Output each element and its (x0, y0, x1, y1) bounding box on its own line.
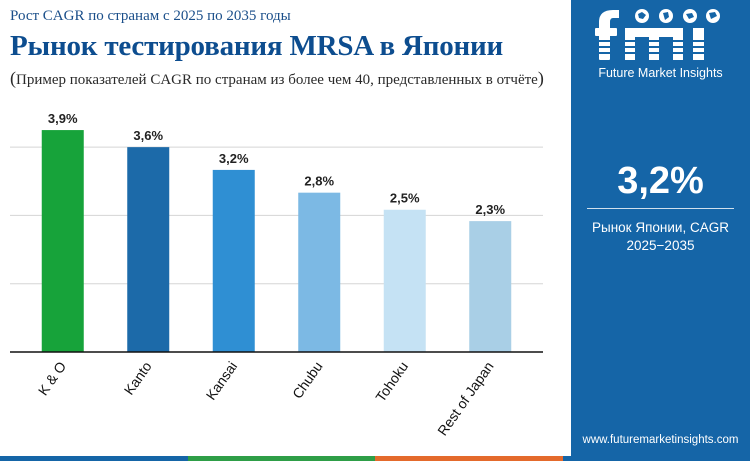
bar-1 (41, 130, 84, 352)
bar-2 (127, 147, 170, 352)
note-close-paren: ) (537, 68, 544, 88)
bottom-color-strip (0, 456, 750, 461)
strip-segment (0, 456, 188, 461)
fmi-logo (595, 9, 720, 60)
note-text: Пример показателей CAGR по странам из бо… (16, 72, 538, 88)
cagr-value: 3,2% (617, 160, 704, 202)
cagr-label: Рынок Японии, CAGR (592, 220, 729, 235)
bar-6 (469, 221, 512, 352)
bar-5 (383, 209, 426, 352)
cagr-period: 2025−2035 (626, 238, 695, 253)
chart-note: (Пример показателей CAGR по странам из б… (10, 68, 544, 89)
data-label: 3,9% (48, 111, 78, 126)
chart-title: Рынок тестирования MRSA в Японии (10, 30, 504, 62)
data-label: 3,2% (219, 151, 249, 166)
data-label: 2,8% (304, 174, 334, 189)
website-link[interactable]: www.futuremarketinsights.com (582, 434, 739, 446)
x-tick-label: Rest of Japan (434, 359, 497, 439)
x-tick-label: Kanto (121, 358, 155, 397)
x-tick-label: Kansai (203, 359, 241, 403)
strip-segment (562, 456, 750, 461)
x-tick-label: Chubu (289, 359, 326, 402)
divider (587, 208, 734, 209)
bar-4 (298, 192, 341, 352)
strip-segment (187, 456, 375, 461)
sidebar-panel: Future Market Insights 3,2% Рынок Японии… (571, 0, 750, 461)
brand-name: Future Market Insights (598, 66, 723, 80)
x-tick-label: Tohoku (372, 359, 411, 405)
x-tick-label: K & O (35, 358, 70, 398)
bar-chart: 3,9% K & O 3,6% Kanto 3,2% Kansai 2,8% Chubu 2,5… (10, 111, 543, 439)
data-label: 2,5% (390, 191, 420, 206)
chart-subtitle: Рост CAGR по странам с 2025 по 2035 годы (10, 8, 291, 24)
note-open-paren: ( (10, 68, 16, 88)
data-label: 2,3% (475, 202, 505, 217)
data-label: 3,6% (133, 128, 163, 143)
strip-segment (375, 456, 563, 461)
bar-3 (212, 169, 255, 352)
